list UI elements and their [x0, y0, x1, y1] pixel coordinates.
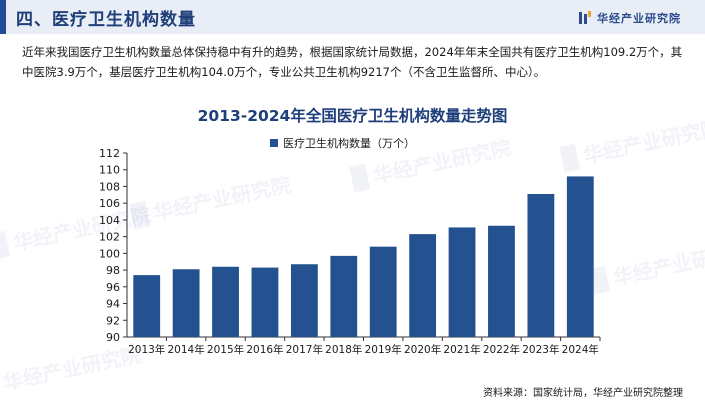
x-tick-label: 2023年 — [522, 343, 559, 356]
y-tick-label: 106 — [99, 197, 120, 210]
brand-logo-icon — [579, 11, 591, 24]
y-tick-label: 100 — [99, 247, 120, 260]
bar — [290, 264, 318, 337]
brand: 华经产业研究院 — [579, 10, 681, 26]
intro-paragraph: 近年来我国医疗卫生机构数量总体保持稳中有升的趋势，根据国家统计局数据，2024年… — [22, 45, 683, 79]
chart-title: 2013-2024年全国医疗卫生机构数量走势图 — [197, 107, 508, 125]
x-tick-label: 2019年 — [365, 343, 402, 356]
y-tick-label: 96 — [106, 281, 120, 294]
bar — [448, 227, 476, 337]
x-tick-label: 2020年 — [404, 343, 441, 356]
section-title: 四、医疗卫生机构数量 — [16, 10, 196, 30]
legend-swatch — [270, 139, 278, 147]
x-tick-label: 2015年 — [207, 343, 244, 356]
y-tick-label: 90 — [106, 331, 120, 344]
y-tick-label: 98 — [106, 264, 120, 277]
bar — [133, 275, 161, 337]
bar — [488, 225, 515, 337]
x-tick-label: 2017年 — [286, 343, 323, 356]
bar — [330, 255, 358, 337]
bar — [409, 234, 437, 337]
y-tick-label: 104 — [99, 214, 120, 227]
x-tick-label: 2016年 — [246, 343, 283, 356]
y-tick-label: 92 — [106, 314, 120, 327]
x-tick-label: 2024年 — [562, 343, 599, 356]
bar — [172, 269, 200, 337]
bar — [251, 267, 279, 337]
bar — [369, 246, 397, 337]
x-tick-label: 2013年 — [128, 343, 165, 356]
y-tick-label: 110 — [99, 164, 120, 177]
source-note: 资料来源：国家统计局，华经产业研究院整理 — [483, 388, 683, 399]
x-tick-label: 2022年 — [483, 343, 520, 356]
bar — [527, 193, 555, 337]
chart-legend: 医疗卫生机构数量（万个） — [270, 135, 415, 151]
legend-label: 医疗卫生机构数量（万个） — [283, 137, 415, 150]
x-tick-label: 2014年 — [168, 343, 205, 356]
brand-name: 华经产业研究院 — [597, 12, 681, 25]
x-tick-label: 2018年 — [325, 343, 362, 356]
y-tick-label: 112 — [99, 147, 120, 160]
x-tick-label: 2021年 — [443, 343, 480, 356]
y-tick-label: 102 — [99, 231, 120, 244]
y-tick-label: 108 — [99, 180, 120, 193]
header-bar: 四、医疗卫生机构数量 华经产业研究院 — [0, 0, 705, 34]
y-tick-label: 94 — [106, 298, 120, 311]
bar — [566, 176, 594, 337]
header-accent — [0, 0, 6, 34]
bar — [212, 266, 239, 337]
